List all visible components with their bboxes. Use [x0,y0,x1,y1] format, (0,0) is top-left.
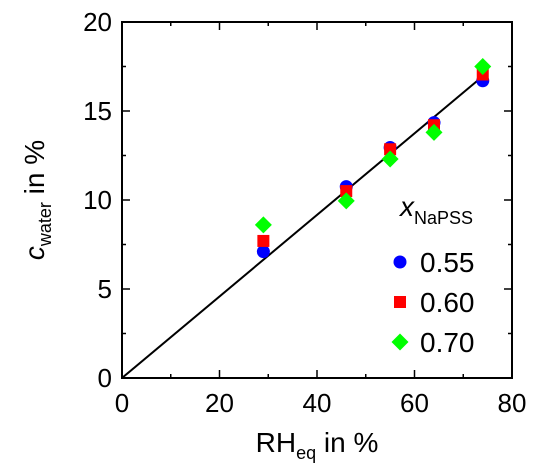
legend-label: 0.60 [420,287,475,318]
x-tick-label: 20 [205,388,234,418]
data-point-0.70 [381,150,399,168]
y-tick-label: 20 [83,7,112,37]
legend-marker-0.55 [393,255,407,269]
plot-frame [121,21,513,379]
data-point-0.70 [474,58,492,75]
y-tick-label: 15 [83,96,112,126]
legend-marker-0.60 [394,296,406,308]
data-point-0.60 [257,234,270,247]
legend: xNaPSS 0.55 0.60 0.70 [391,191,475,358]
data-points [254,58,492,259]
x-tick-label: 0 [115,388,129,418]
x-tick-label: 60 [400,388,429,418]
legend-label: 0.55 [420,247,475,278]
x-tick-label: 40 [303,388,332,418]
data-point-0.60 [340,185,353,198]
data-point-0.70 [425,123,443,141]
legend-marker-0.70 [391,333,409,351]
x-axis-title: RHeq in % [256,427,379,463]
y-axis-title: cwater in % [19,140,55,260]
legend-label: 0.70 [420,327,475,358]
data-point-0.70 [254,216,272,234]
y-tick-label: 0 [98,363,112,393]
ticks: 0 20 40 60 80 0 5 10 15 20 [83,7,526,418]
x-tick-label: 80 [498,388,527,418]
fit-line-group [121,75,484,379]
data-point-0.60 [384,143,397,156]
legend-entries: 0.55 0.60 0.70 [391,247,475,358]
fit-line [121,75,484,379]
legend-title: xNaPSS [398,191,473,228]
data-point-0.55 [256,245,270,259]
y-tick-label: 10 [83,185,112,215]
y-tick-label: 5 [98,274,112,304]
data-point-0.70 [337,192,355,210]
